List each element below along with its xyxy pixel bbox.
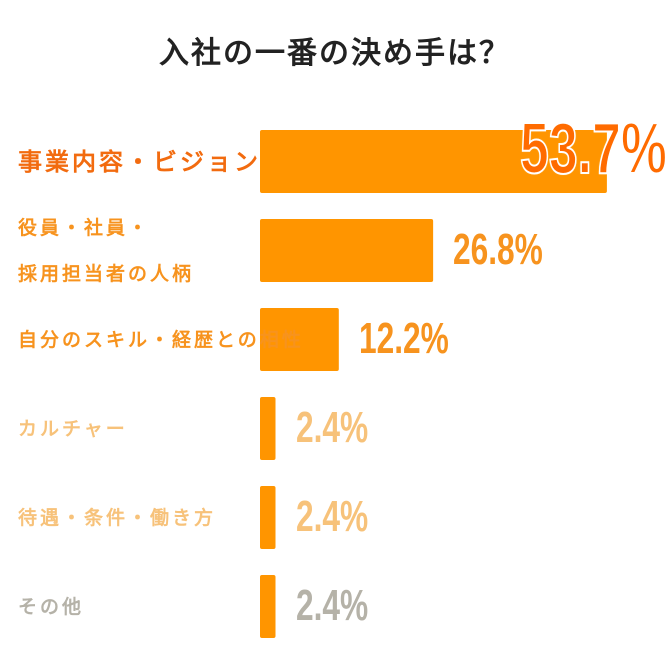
bar-2 [260,308,339,371]
category-label: 自分のスキル・経歴との相性 [18,328,304,351]
value-label: 2.4% [295,492,368,541]
value-label: 26.8% [453,225,543,274]
category-label: カルチャー [18,417,128,440]
bar-1 [260,219,434,282]
category-label: 役員・社員・ 採用担当者の人柄 [18,216,195,285]
value-label: 53.7% [519,108,667,190]
category-label: その他 [18,595,85,618]
bar-4 [260,486,276,549]
bar-0 [260,130,607,193]
chart-title: 入社の一番の決め手は？ [159,36,511,71]
bar-3 [260,397,276,460]
value-label: 2.4% [295,581,368,630]
category-label: 待遇・条件・働き方 [18,506,217,529]
bar-5 [260,575,276,638]
value-label: 12.2% [358,314,449,363]
category-label: 事業内容・ビジョン [18,147,261,176]
value-label: 2.4% [295,403,368,452]
